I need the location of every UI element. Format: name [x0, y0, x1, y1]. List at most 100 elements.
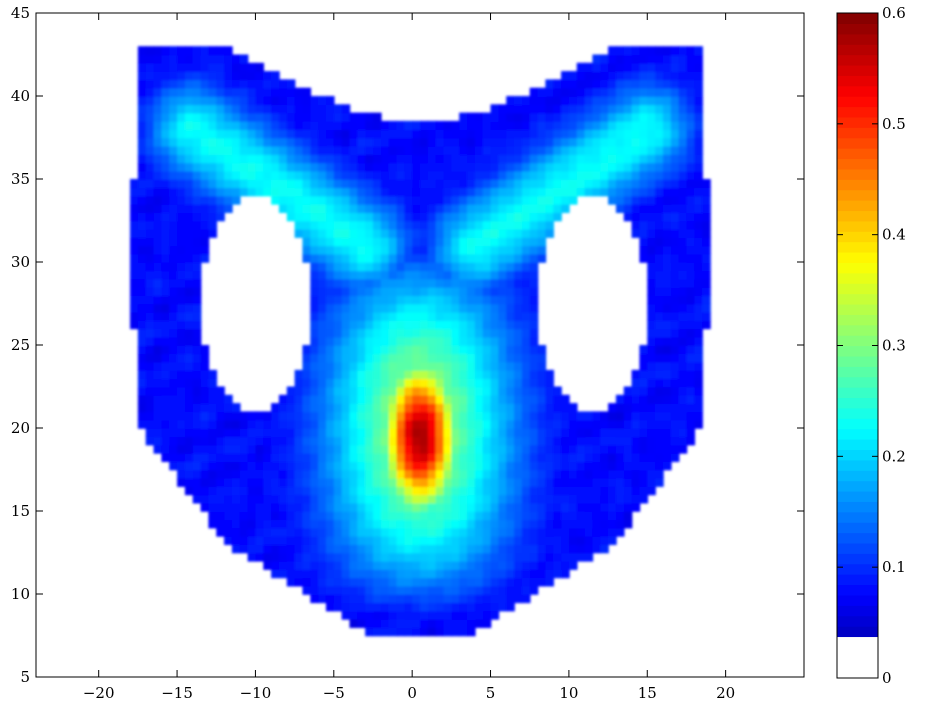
heatmap-cell: [239, 179, 249, 189]
heatmap-cell: [662, 328, 672, 338]
heatmap-cell: [169, 311, 178, 321]
heatmap-cell: [145, 212, 155, 222]
heatmap-cell: [459, 311, 468, 321]
heatmap-cell: [404, 403, 413, 413]
heatmap-cell: [427, 145, 437, 155]
heatmap-cell: [247, 129, 257, 139]
heatmap-cell: [169, 403, 178, 413]
heatmap-cell: [137, 220, 147, 230]
heatmap-cell: [686, 262, 696, 272]
heatmap-cell: [568, 535, 578, 545]
heatmap-cell: [192, 112, 202, 122]
heatmap-cell: [694, 71, 703, 81]
heatmap-cell: [443, 228, 453, 238]
heatmap-cell: [388, 220, 398, 230]
heatmap-cell: [137, 54, 147, 64]
heatmap-cell: [278, 502, 288, 512]
heatmap-cell: [420, 560, 429, 570]
heatmap-cell: [278, 461, 288, 471]
heatmap-cell: [341, 403, 351, 413]
heatmap-cell: [647, 369, 656, 379]
heatmap-cell: [498, 104, 508, 114]
heatmap-cell: [615, 129, 625, 139]
y-tick-label: 15: [11, 502, 30, 520]
heatmap-cell: [506, 527, 515, 537]
heatmap-cell: [192, 394, 202, 404]
heatmap-cell: [365, 262, 374, 272]
heatmap-cell: [686, 394, 696, 404]
heatmap-cell: [592, 452, 602, 462]
heatmap-cell: [349, 170, 359, 180]
heatmap-cell: [545, 378, 555, 388]
heatmap-cell: [623, 79, 633, 89]
heatmap-cell: [310, 577, 319, 587]
heatmap-cell: [169, 411, 178, 421]
heatmap-cell: [498, 212, 508, 222]
heatmap-cell: [576, 552, 586, 562]
heatmap-cell: [467, 452, 476, 462]
heatmap-cell: [341, 253, 351, 263]
heatmap-cell: [177, 361, 186, 371]
heatmap-cell: [545, 411, 555, 421]
heatmap-cell: [184, 145, 194, 155]
heatmap-cell: [498, 511, 508, 521]
heatmap-cell: [357, 560, 366, 570]
heatmap-cell: [459, 452, 468, 462]
heatmap-cell: [357, 594, 366, 604]
heatmap-cell: [435, 403, 445, 413]
heatmap-cell: [506, 187, 515, 197]
heatmap-cell: [302, 403, 312, 413]
heatmap-cell: [247, 104, 257, 114]
heatmap-cell: [623, 519, 633, 529]
heatmap-cell: [200, 120, 210, 130]
heatmap-cell: [427, 511, 437, 521]
heatmap-cell: [537, 411, 547, 421]
heatmap-cell: [310, 369, 319, 379]
heatmap-cell: [145, 369, 155, 379]
heatmap-cell: [404, 627, 413, 637]
heatmap-cell: [333, 286, 343, 296]
heatmap-cell: [427, 519, 437, 529]
heatmap-cell: [396, 452, 406, 462]
heatmap-cell: [177, 145, 186, 155]
heatmap-cell: [514, 394, 523, 404]
heatmap-cell: [435, 295, 445, 305]
heatmap-cell: [177, 320, 186, 330]
heatmap-cell: [286, 386, 296, 396]
heatmap-cell: [608, 129, 617, 139]
heatmap-cell: [655, 262, 664, 272]
heatmap-cell: [412, 394, 421, 404]
heatmap-cell: [584, 494, 594, 504]
heatmap-cell: [521, 228, 531, 238]
heatmap-cell: [325, 386, 335, 396]
heatmap-cell: [302, 386, 312, 396]
heatmap-cell: [372, 220, 382, 230]
heatmap-cell: [647, 220, 656, 230]
heatmap-cell: [184, 71, 194, 81]
heatmap-cell: [286, 560, 296, 570]
heatmap-cell: [451, 120, 460, 130]
heatmap-cell: [380, 336, 390, 346]
heatmap-cell: [615, 411, 625, 421]
heatmap-cell: [506, 262, 515, 272]
heatmap-cell: [506, 320, 515, 330]
heatmap-cell: [412, 428, 421, 438]
heatmap-cell: [145, 96, 155, 106]
heatmap-cell: [482, 195, 492, 205]
heatmap-cell: [404, 129, 413, 139]
heatmap-cell: [443, 245, 453, 255]
heatmap-cell: [357, 195, 366, 205]
heatmap-cell: [537, 569, 547, 579]
heatmap-cell: [521, 361, 531, 371]
heatmap-cell: [584, 452, 594, 462]
heatmap-cell: [459, 436, 468, 446]
heatmap-cell: [349, 203, 359, 213]
heatmap-cell: [443, 220, 453, 230]
heatmap-cell: [255, 494, 265, 504]
heatmap-cell: [529, 361, 539, 371]
heatmap-cell: [271, 419, 280, 429]
heatmap-cell: [145, 394, 155, 404]
heatmap-cell: [318, 386, 327, 396]
heatmap-cell: [694, 386, 703, 396]
